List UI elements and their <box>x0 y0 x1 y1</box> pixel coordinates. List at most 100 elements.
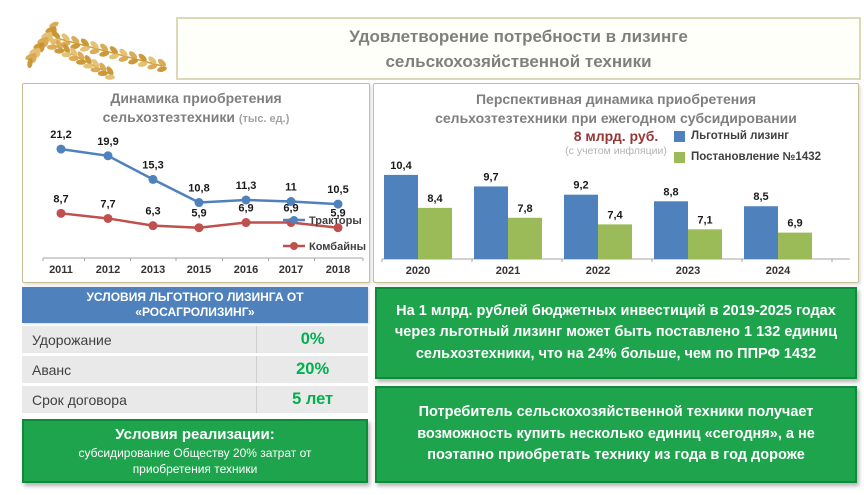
data-point <box>103 151 113 161</box>
table-header-text: УСЛОВИЯ ЛЬГОТНОГО ЛИЗИНГА ОТ «РОСАГРОЛИЗ… <box>86 290 304 319</box>
bar-chart-panel: Перспективная динамика приобретения сель… <box>373 83 859 283</box>
data-label: 19,9 <box>97 136 118 148</box>
bar-chart-title-line1: Перспективная динамика приобретения <box>475 91 757 107</box>
line-series <box>60 147 339 206</box>
bar <box>654 201 688 259</box>
info-box-text: На 1 млрд. рублей бюджетных инвестиций в… <box>394 302 838 362</box>
legend-swatch <box>674 151 685 163</box>
data-label: 11 <box>285 182 297 194</box>
wheat-grain <box>47 44 57 50</box>
data-label: 11,3 <box>236 180 257 192</box>
bar-chart-subtitle: (с учетом инфляции) <box>565 145 667 157</box>
wheat-grain <box>109 46 118 54</box>
wheat-grain <box>54 48 65 54</box>
bar-chart-title-line2: сельхозтезтехники при ежегодном субсидир… <box>435 110 797 126</box>
legend-label: Постановление №1432 <box>691 151 822 163</box>
data-label: 7,7 <box>100 198 115 210</box>
wheat-grain <box>148 56 157 65</box>
slide-title-box: Удовлетворение потребности в лизинге сел… <box>176 17 861 80</box>
legend-item: Постановление №1432 <box>674 151 821 163</box>
bar <box>418 207 452 259</box>
info-box-text: Потребитель сельскохозяйственной техники… <box>417 404 815 464</box>
data-label: 9,7 <box>483 171 498 183</box>
data-label: 6,3 <box>145 206 160 218</box>
bar <box>384 174 418 259</box>
x-axis-label: 2011 <box>49 264 73 276</box>
data-label: 7,8 <box>517 203 532 215</box>
line-chart-panel: Динамика приобретения сельхозтезтехники … <box>22 83 370 283</box>
line-chart-title-text: Динамика приобретения сельхозтезтехники <box>102 90 282 125</box>
x-axis-label: 2020 <box>406 265 430 277</box>
bar <box>598 224 632 259</box>
bar <box>564 194 598 259</box>
wheat-grain <box>119 48 128 57</box>
table-row: Удорожание 0% <box>22 326 368 353</box>
wheat-grain <box>76 59 86 65</box>
wheat-grain <box>106 66 114 76</box>
realization-box: Условия реализации: субсидирование Общес… <box>22 419 368 483</box>
wheat-grain <box>84 55 92 64</box>
wheat-grain <box>80 46 90 52</box>
data-label: 10,4 <box>390 160 412 172</box>
line-chart-title-unit: (тыс. ед.) <box>238 113 290 125</box>
wheat-grain <box>70 43 81 50</box>
row-label: Аванс <box>22 356 258 383</box>
wheat-grain <box>62 43 71 53</box>
wheat-grain <box>99 62 107 72</box>
data-point <box>194 198 204 208</box>
wheat-grain <box>55 40 63 49</box>
data-label: 9,2 <box>573 180 588 192</box>
leasing-conditions-table: УСЛОВИЯ ЛЬГОТНОГО ЛИЗИНГА ОТ «РОСАГРОЛИЗ… <box>22 287 368 413</box>
data-label: 6,9 <box>283 203 298 215</box>
bar-chart-title-line3: 8 млрд. руб. <box>573 128 659 144</box>
data-point <box>333 199 343 209</box>
wheat-grain <box>91 58 100 68</box>
wheat-grain <box>80 38 89 47</box>
data-label: 21,2 <box>50 129 71 141</box>
bar-chart-legend: Льготный лизинг Постановление №1432 <box>674 130 821 163</box>
wheat-grain <box>71 35 80 44</box>
bar <box>744 206 778 259</box>
data-label: 8,5 <box>753 191 768 203</box>
wheat-grain <box>157 66 167 72</box>
x-axis-label: 2024 <box>766 265 791 277</box>
data-label: 10,8 <box>188 183 209 195</box>
bar <box>474 186 508 259</box>
row-value: 5 лет <box>292 390 334 408</box>
wheat-grain <box>68 55 79 62</box>
row-value: 20% <box>296 360 330 378</box>
wheat-grain <box>99 51 110 57</box>
data-label: 8,8 <box>663 186 678 198</box>
x-axis-label: 2015 <box>187 264 211 276</box>
wheat-grain <box>61 52 72 58</box>
legend-marker <box>290 216 298 224</box>
row-label: Удорожание <box>22 326 258 353</box>
line-chart: 2011 2012 2013 2015 2016 2017 2018 21,2 19,9 15,3… <box>42 129 366 276</box>
wheat-grain <box>48 36 56 46</box>
wheat-grain <box>138 53 147 62</box>
data-label: 7,1 <box>697 214 712 226</box>
x-axis-label: 2023 <box>676 265 700 277</box>
data-point <box>241 195 251 205</box>
wheat-grain <box>157 58 167 67</box>
wheat-grain <box>137 61 148 67</box>
realization-body: субсидирование Обществу 20% затрат от пр… <box>78 446 312 476</box>
bar <box>508 217 542 259</box>
info-box-consumer: Потребитель сельскохозяйственной техники… <box>375 386 857 483</box>
wheat-grain <box>41 32 51 39</box>
legend-label: Льготный лизинг <box>691 130 790 142</box>
data-point <box>148 221 158 231</box>
wheat-grain <box>33 42 43 50</box>
data-label: 6,9 <box>787 218 802 230</box>
wheat-grain <box>97 70 108 77</box>
data-point <box>148 174 158 184</box>
bar <box>778 232 812 259</box>
line-chart-title: Динамика приобретения сельхозтезтехники … <box>23 89 369 129</box>
legend-swatch <box>674 130 685 142</box>
wheat-grain <box>83 63 94 69</box>
legend-label: Комбайны <box>309 241 366 253</box>
data-point <box>56 144 66 154</box>
x-axis-label: 2012 <box>96 264 120 276</box>
wheat-grain <box>105 74 115 80</box>
